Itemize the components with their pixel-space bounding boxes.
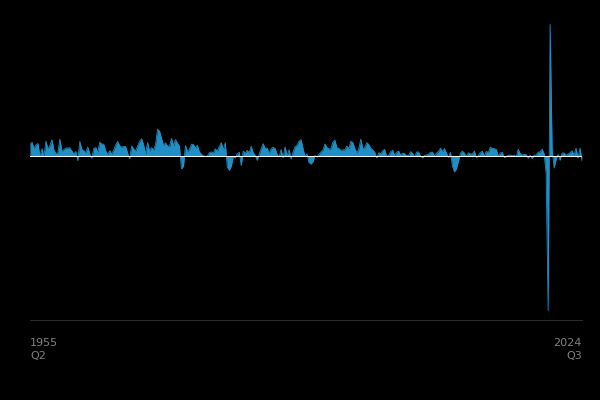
Text: 2024
Q3: 2024 Q3 [554,338,582,361]
Text: 1955
Q2: 1955 Q2 [30,338,58,361]
